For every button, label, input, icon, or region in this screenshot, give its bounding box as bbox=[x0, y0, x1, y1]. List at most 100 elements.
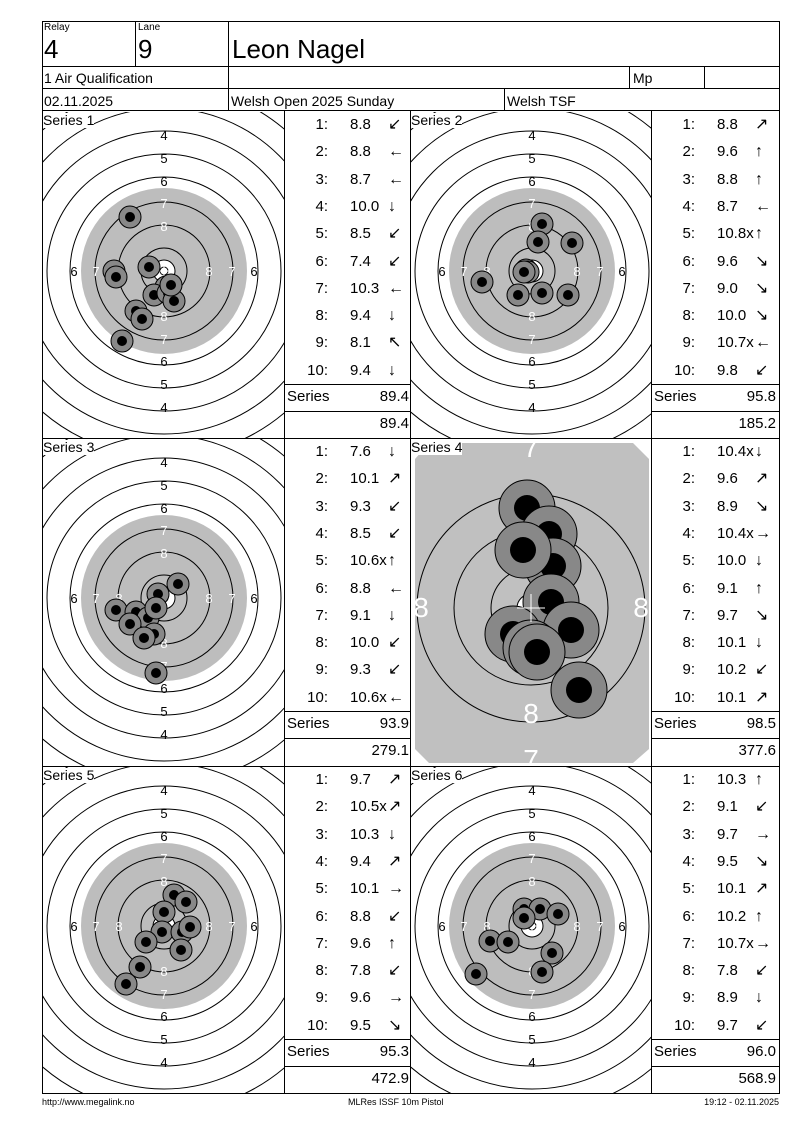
cumulative-total: 568.9 bbox=[738, 1070, 776, 1087]
shot-direction-arrow-icon: ↑ bbox=[755, 225, 763, 243]
series-total-label: Series bbox=[287, 1043, 330, 1060]
shot-number: 4: bbox=[682, 197, 695, 215]
ring-number: 4 bbox=[160, 128, 167, 143]
shot-number: 4: bbox=[315, 524, 328, 542]
shot-direction-arrow-icon: ↓ bbox=[388, 361, 396, 379]
shot-hole bbox=[560, 231, 584, 255]
shot-direction-arrow-icon: ↓ bbox=[388, 443, 396, 460]
shot-number: 1: bbox=[682, 443, 695, 460]
shot-hole bbox=[104, 598, 128, 622]
event-name: 1 Air Qualification bbox=[44, 70, 153, 86]
shot-score: 8.8 bbox=[717, 116, 738, 133]
shot-score: 8.7 bbox=[350, 170, 371, 188]
shot-number: 3: bbox=[682, 497, 695, 515]
shot-number: 2: bbox=[682, 470, 695, 488]
shot-number: 1: bbox=[682, 116, 695, 133]
shot-number: 3: bbox=[315, 170, 328, 188]
shot-direction-arrow-icon: → bbox=[755, 825, 771, 843]
shot-score: 9.1 bbox=[717, 798, 738, 816]
series-total: 96.0 bbox=[746, 1043, 776, 1060]
shot-score: 10.6x bbox=[350, 688, 387, 706]
shot-direction-arrow-icon: → bbox=[388, 880, 404, 898]
shot-direction-arrow-icon: ↓ bbox=[755, 989, 763, 1007]
series-total: 98.5 bbox=[746, 715, 776, 732]
ring-number: 5 bbox=[160, 478, 167, 493]
ring-number: 6 bbox=[70, 264, 77, 279]
cumulative-total: 279.1 bbox=[371, 742, 409, 759]
cumulative-total: 185.2 bbox=[738, 415, 776, 432]
shot-direction-arrow-icon: ↗ bbox=[755, 880, 769, 898]
shot-score: 9.7 bbox=[350, 771, 371, 788]
ring-number: 7 bbox=[528, 987, 535, 1002]
shot-direction-arrow-icon: ↑ bbox=[388, 552, 396, 570]
shot-score: 10.7x bbox=[717, 934, 754, 952]
shot-score: 10.1 bbox=[350, 880, 380, 898]
shot-number: 3: bbox=[315, 825, 328, 843]
series-1-label: Series 1 bbox=[43, 112, 95, 128]
shot-number: 1: bbox=[315, 443, 328, 460]
shot-direction-arrow-icon: ↓ bbox=[755, 552, 763, 570]
shot-hole bbox=[526, 230, 550, 254]
ring-number: 8 bbox=[115, 919, 122, 934]
ring-number: 5 bbox=[160, 377, 167, 392]
shot-hole bbox=[104, 265, 128, 289]
series-total-label: Series bbox=[287, 388, 330, 405]
shot-direction-arrow-icon: ↙ bbox=[388, 634, 402, 652]
ring-number: 6 bbox=[618, 264, 625, 279]
ring-number: 7 bbox=[228, 264, 235, 279]
shot-number: 3: bbox=[682, 170, 695, 188]
shot-score: 9.6 bbox=[717, 470, 738, 488]
shot-direction-arrow-icon: ↗ bbox=[388, 771, 402, 788]
cumulative-total: 89.4 bbox=[379, 415, 409, 432]
shot-score: 10.1 bbox=[717, 880, 747, 898]
shot-score: 10.8x bbox=[717, 225, 754, 243]
shot-hole bbox=[118, 612, 142, 636]
zoom-ring-number: 7 bbox=[523, 744, 539, 766]
ring-number: 8 bbox=[528, 874, 535, 889]
ring-number: 4 bbox=[160, 400, 167, 415]
shot-number: 5: bbox=[315, 552, 328, 570]
shot-number: 4: bbox=[682, 852, 695, 870]
shot-direction-arrow-icon: ↗ bbox=[755, 688, 769, 706]
shot-direction-arrow-icon: ↗ bbox=[388, 852, 402, 870]
ring-number: 8 bbox=[205, 919, 212, 934]
shot-number: 7: bbox=[315, 934, 328, 952]
ring-number: 6 bbox=[528, 829, 535, 844]
ring-number: 7 bbox=[160, 196, 167, 211]
shot-direction-arrow-icon: ↙ bbox=[388, 962, 402, 980]
shot-number: 2: bbox=[315, 143, 328, 161]
shot-direction-arrow-icon: ↙ bbox=[388, 497, 402, 515]
shot-hole bbox=[178, 915, 202, 939]
shot-direction-arrow-icon: ↓ bbox=[755, 443, 763, 460]
shot-direction-arrow-icon: ↗ bbox=[388, 470, 402, 488]
ring-number: 7 bbox=[92, 919, 99, 934]
shot-score: 8.8 bbox=[350, 579, 371, 597]
zoom-ring-number: 8 bbox=[413, 592, 429, 623]
shot-score: 8.1 bbox=[350, 334, 371, 352]
zoom-ring-number: 7 bbox=[523, 439, 539, 463]
ring-number: 8 bbox=[483, 264, 490, 279]
shot-number: 10: bbox=[674, 361, 695, 379]
shot-direction-arrow-icon: ↗ bbox=[755, 116, 769, 133]
shot-number: 3: bbox=[682, 825, 695, 843]
shot-number: 9: bbox=[682, 989, 695, 1007]
ring-number: 6 bbox=[528, 174, 535, 189]
shot-hole bbox=[159, 273, 183, 297]
ring-number: 5 bbox=[160, 704, 167, 719]
shot-number: 8: bbox=[315, 634, 328, 652]
shot-score: 10.1 bbox=[717, 634, 747, 652]
shot-number: 9: bbox=[315, 989, 328, 1007]
shot-score: 10.6x bbox=[350, 552, 387, 570]
shot-score: 10.5x bbox=[350, 798, 387, 816]
shot-direction-arrow-icon: ↙ bbox=[388, 252, 402, 270]
shot-number: 5: bbox=[682, 880, 695, 898]
ring-number: 6 bbox=[618, 919, 625, 934]
shot-hole bbox=[496, 930, 520, 954]
ring-number: 5 bbox=[160, 806, 167, 821]
ring-number: 8 bbox=[160, 219, 167, 234]
series-total: 93.9 bbox=[379, 715, 409, 732]
footer-url[interactable]: http://www.megalink.no bbox=[42, 1097, 135, 1107]
shot-hole bbox=[134, 930, 158, 954]
competition-name: Welsh Open 2025 Sunday bbox=[231, 93, 395, 109]
ring-number: 5 bbox=[528, 1032, 535, 1047]
